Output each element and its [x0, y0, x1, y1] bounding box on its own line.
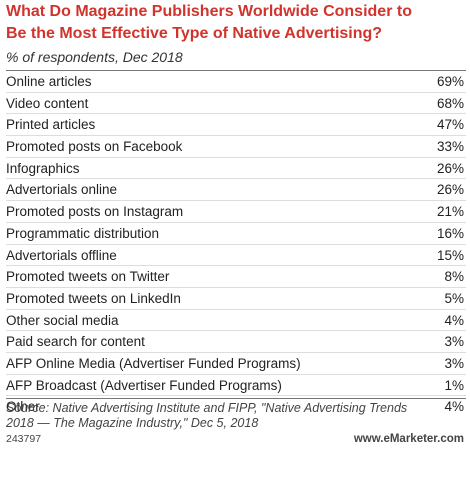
row-value: 1%	[444, 377, 464, 393]
row-label: Printed articles	[6, 117, 96, 133]
row-value: 3%	[444, 355, 464, 371]
site: www.eMarketer.com	[353, 433, 464, 445]
row-label: Other	[6, 399, 40, 415]
row-label: Infographics	[6, 160, 80, 176]
row-value: 15%	[436, 247, 464, 263]
row-label: Promoted tweets on Twitter	[6, 269, 170, 285]
row-label: Other social media	[6, 312, 119, 328]
table-row: Other social media 4%	[6, 310, 466, 332]
row-value: 4%	[444, 312, 464, 328]
table-row: Promoted tweets on Twitter 8%	[6, 266, 466, 288]
table-row: Promoted posts on Instagram 21%	[6, 201, 466, 223]
bottom-rule	[6, 398, 466, 399]
table-row: AFP Online Media (Advertiser Funded Prog…	[6, 353, 466, 375]
row-value: 26%	[436, 182, 464, 198]
table-row: Video content 68%	[6, 93, 466, 115]
row-value: 33%	[436, 139, 464, 155]
title: Be the Most Effective Type of Native Adv…	[6, 25, 383, 42]
row-label: Promoted posts on Instagram	[6, 204, 184, 220]
table-row: Online articles 69%	[6, 71, 466, 93]
source: Source: Native Advertising Institute and…	[6, 401, 408, 415]
table-row: Advertorials offline 15%	[6, 245, 466, 267]
table-row: Promoted tweets on LinkedIn 5%	[6, 288, 466, 310]
row-label: AFP Broadcast (Advertiser Funded Program…	[6, 377, 282, 393]
row-label: Programmatic distribution	[6, 225, 160, 241]
row-value: 69%	[436, 74, 464, 89]
table-row: Other 4%	[6, 396, 466, 418]
chart-id: 243797	[6, 433, 42, 445]
row-label: AFP Online Media (Advertiser Funded Prog…	[6, 355, 301, 371]
top-rule	[6, 70, 466, 71]
subtitle: % of respondents, Dec 2018	[6, 49, 183, 65]
row-label: Video content	[6, 95, 89, 111]
row-value: 8%	[444, 269, 464, 285]
table-row: Paid search for content 3%	[6, 331, 466, 353]
table: Online articles 69% Video content 68% Printe…	[6, 71, 466, 418]
source: 2018 — The Magazine Industry," Dec 5, 20…	[6, 416, 259, 430]
row-value: 68%	[436, 95, 464, 111]
row-value: 5%	[444, 290, 464, 306]
row-label: Online articles	[6, 74, 92, 89]
row-value: 26%	[436, 160, 464, 176]
row-value: 47%	[436, 117, 464, 133]
row-label: Paid search for content	[6, 334, 145, 350]
table-row: AFP Broadcast (Advertiser Funded Program…	[6, 375, 466, 397]
row-label: Promoted tweets on LinkedIn	[6, 290, 181, 306]
table-row: Promoted posts on Facebook 33%	[6, 136, 466, 158]
table-row: Infographics 26%	[6, 158, 466, 180]
row-value: 21%	[436, 204, 464, 220]
row-label: Promoted posts on Facebook	[6, 139, 183, 155]
table-row: Programmatic distribution 16%	[6, 223, 466, 245]
table-row: Advertorials online 26%	[6, 179, 466, 202]
row-value: 16%	[436, 225, 464, 241]
row-label: Advertorials offline	[6, 247, 117, 263]
table-row: Printed articles 47%	[6, 114, 466, 137]
row-label: Advertorials online	[6, 182, 118, 198]
row-value: 4%	[444, 399, 464, 415]
title: What Do Magazine Publishers Worldwide Co…	[6, 3, 412, 20]
row-value: 3%	[444, 334, 464, 350]
